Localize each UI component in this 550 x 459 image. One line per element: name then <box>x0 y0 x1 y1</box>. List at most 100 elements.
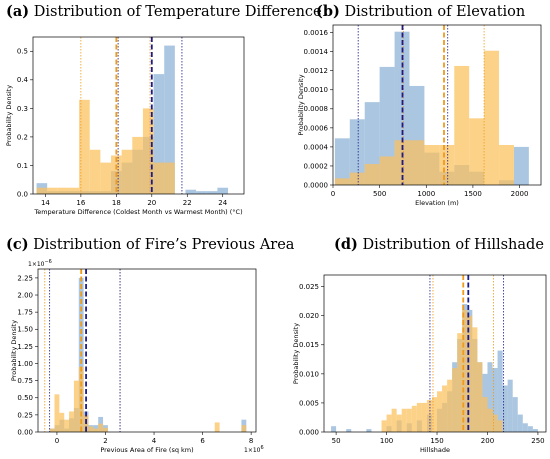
panel-d-bar-s1-23 <box>512 397 518 432</box>
panel-d-bar-s1-21 <box>502 385 508 432</box>
panel-a-plot: 14 16 18 20 22 24 0.0 0.1 0.2 0.3 0.4 0.5 Temperatur… <box>5 36 245 216</box>
panel-d-bar-s0-22 <box>492 414 498 432</box>
panel-a-bar-s1-13 <box>185 189 197 194</box>
panel-d-bar-s0-1 <box>386 414 392 432</box>
panel-c: (c) Distribution of Fire’s Previous Area… <box>6 236 295 454</box>
panel-a-bar-s0-11 <box>153 162 165 194</box>
panel-b-xlabel: Elevation (m) <box>415 199 459 207</box>
panel-d-ytick-label-3: 0.015 <box>299 341 319 349</box>
panel-b-title: (b) Distribution of Elevation <box>316 3 525 20</box>
panel-d-bar-s0-4 <box>401 408 407 432</box>
panel-d: (d) Distribution of Hillshade 50 100 150 20… <box>292 236 547 454</box>
panel-d-xtick-label-3: 200 <box>481 437 494 445</box>
panel-a-xtick-label-5: 24 <box>218 199 227 207</box>
panel-d-bar-s1-19 <box>492 368 498 432</box>
panel-b-bar-s1-3 <box>379 66 395 185</box>
panel-b-ytick-label-1: 0.0002 <box>304 162 329 170</box>
panel-a-title-text: Distribution of Temperature Difference <box>34 4 322 20</box>
panel-b-bar-s0-5 <box>409 140 425 185</box>
panel-a-xtick-label-1: 16 <box>76 199 85 207</box>
panel-c-xlabel: Previous Area of Fire (sq km) <box>100 446 193 454</box>
panel-b-bar-s0-6 <box>424 145 440 185</box>
panel-c-axes-frame <box>37 268 257 433</box>
panel-c-ytick-label-3: 0.75 <box>17 377 33 385</box>
panel-a-title: (a) Distribution of Temperature Differen… <box>6 3 322 20</box>
panel-d-bar-s0-8 <box>421 402 427 432</box>
panel-d-bar-s1-22 <box>507 379 513 432</box>
panel-a-xtick-label-4: 22 <box>183 199 192 207</box>
panel-d-ytick-label-4: 0.020 <box>299 312 319 320</box>
panel-a-xtick-label-2: 18 <box>112 199 121 207</box>
panel-b-ytick-label-5: 0.0010 <box>304 86 329 94</box>
panel-b-bar-s1-12 <box>513 146 529 185</box>
panel-c-ytick-label-9: 2.25 <box>17 274 33 282</box>
panel-b-ytick-label-7: 0.0014 <box>304 48 329 56</box>
panel-d-bar-s0-18 <box>472 327 478 432</box>
panel-d-xtick-label-2: 150 <box>430 437 443 445</box>
panel-c-ytick-label-4: 1.00 <box>17 360 33 368</box>
panel-d-bar-s1-20 <box>497 350 503 432</box>
panel-d-bar-s0-15 <box>457 333 463 432</box>
panel-a-label: (a) <box>6 3 29 20</box>
panel-b-ytick-label-2: 0.0004 <box>304 143 329 151</box>
panel-b-bar-s0-0 <box>334 178 350 185</box>
panel-d-bar-s0-2 <box>391 408 397 432</box>
panel-d-bar-s1-24 <box>517 414 523 432</box>
panel-b-title-text: Distribution of Elevation <box>344 4 525 20</box>
panel-d-axes-frame <box>323 274 547 433</box>
panel-a-bar-s0-8 <box>121 149 133 194</box>
panel-b-bar-s0-9 <box>469 118 485 185</box>
panel-d-bar-s0-17 <box>467 315 473 432</box>
panel-b-bar-s1-1 <box>349 119 365 185</box>
panel-c-ytick-label-2: 0.50 <box>17 394 33 402</box>
panel-c-y-exponent: 1×10−6 <box>28 259 52 268</box>
panel-c-ytick-label-6: 1.50 <box>17 326 33 334</box>
panel-b-ytick-label-6: 0.0012 <box>304 67 329 75</box>
panel-c-bar-s0-10 <box>98 423 104 432</box>
panel-a-bar-s0-6 <box>100 162 112 194</box>
panel-a-axes-frame <box>32 36 245 195</box>
panel-b-xtick-label-3: 1500 <box>464 190 482 198</box>
panel-c-ylabel: Probability Density <box>10 320 18 381</box>
panel-b-axes-frame <box>332 24 542 186</box>
panel-d-bar-s0-13 <box>447 379 453 432</box>
panel-c-bar-s0-1 <box>54 394 60 432</box>
panel-c-bar-s0-3 <box>64 419 70 432</box>
panel-d-bar-s1-26 <box>527 426 533 432</box>
panel-b-bar-s0-1 <box>349 172 365 185</box>
panel-b-bar-s0-11 <box>499 145 514 185</box>
panel-b-label: (b) <box>316 3 340 20</box>
panel-b-ytick-label-0: 0.0000 <box>304 181 329 189</box>
panel-a: (a) Distribution of Temperature Differen… <box>5 3 322 216</box>
panel-a-bar-s0-12 <box>164 162 175 194</box>
panel-d-ytick-label-5: 0.025 <box>299 283 319 291</box>
panel-b-bar-s0-2 <box>364 164 380 185</box>
panel-c-bar-s0-11 <box>103 427 108 432</box>
panel-d-xtick-label-1: 100 <box>380 437 393 445</box>
panel-d-xlabel: Hillshade <box>420 446 450 454</box>
panel-d-bar-s1-0 <box>331 426 337 432</box>
panel-b-bar-s1-0 <box>334 138 350 185</box>
panel-d-bar-s1-27 <box>532 429 538 432</box>
panel-d-bar-s0-19 <box>477 362 483 432</box>
panel-a-bar-s1-14 <box>196 191 207 194</box>
panel-d-bar-s0-16 <box>462 309 468 432</box>
panel-c-title: (c) Distribution of Fire’s Previous Area <box>6 236 295 253</box>
panel-c-ytick-label-8: 2.00 <box>17 291 33 299</box>
panel-c-bar-s0-2 <box>59 412 65 432</box>
panel-b-bar-s0-8 <box>454 65 470 185</box>
panel-b-ytick-label-4: 0.0008 <box>304 105 329 113</box>
panel-a-ytick-label-0: 0.0 <box>17 190 28 198</box>
panel-d-ytick-label-1: 0.005 <box>299 399 319 407</box>
panel-c-bar-s0-5 <box>73 380 79 432</box>
panel-a-bar-s0-0 <box>36 187 48 194</box>
panel-a-xtick-label-3: 20 <box>147 199 156 207</box>
panel-d-ytick-label-2: 0.010 <box>299 370 319 378</box>
panel-c-bar-s0-13 <box>241 425 247 432</box>
panel-a-bar-s1-16 <box>217 187 229 194</box>
panel-c-bar-s0-0 <box>49 428 55 432</box>
panel-a-ytick-label-1: 0.1 <box>17 162 28 170</box>
panel-d-bar-s0-6 <box>411 405 417 432</box>
panel-c-bar-s1-9 <box>93 425 99 432</box>
